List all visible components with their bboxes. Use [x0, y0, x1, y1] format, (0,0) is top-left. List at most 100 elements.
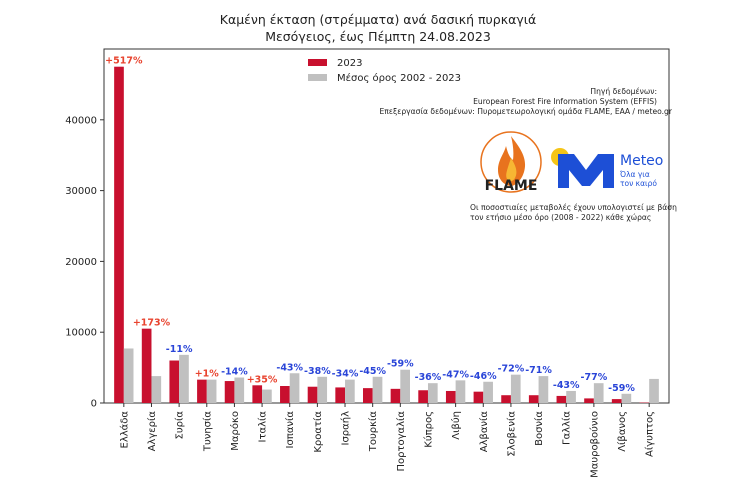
percent-change-label: -14% — [221, 367, 248, 378]
bar-2023 — [418, 390, 428, 403]
x-tick-label: Λιβύη — [450, 411, 462, 440]
percent-change-label: -72% — [498, 364, 525, 375]
percent-change-label: +1% — [195, 369, 220, 380]
bars-layer — [114, 66, 659, 403]
x-tick-label: Ελλάδα — [118, 411, 130, 449]
bar-average — [538, 376, 549, 403]
bar-2023 — [501, 395, 511, 403]
x-tick-label: Λίβανος — [616, 411, 628, 452]
bar-2023 — [307, 386, 318, 403]
bar-2023 — [197, 379, 207, 403]
percent-change-label: +173% — [133, 318, 171, 329]
x-tick-label: Βοσνία — [533, 411, 545, 446]
source-line: Πηγή δεδομένων: — [590, 87, 657, 96]
x-tick-label: Αίγυπτος — [644, 411, 656, 457]
meteo-m-icon — [558, 154, 614, 188]
bar-2023 — [528, 395, 539, 403]
flame-logo-text: FLAME — [485, 178, 538, 194]
chart-subtitle: Μεσόγειος, έως Πέμπτη 24.08.2023 — [265, 29, 491, 44]
legend-label-average: Μέσος όρος 2002 - 2023 — [337, 72, 461, 84]
percent-change-label: -11% — [166, 344, 193, 355]
x-tick-label: Σλοβενία — [505, 411, 517, 457]
percent-change-label: -34% — [332, 369, 359, 380]
bar-2023 — [611, 399, 622, 403]
note-line: τον ετήσιο μέσο όρο (2008 - 2022) κάθε χ… — [470, 213, 651, 222]
x-tick-label: Συρία — [174, 411, 186, 440]
y-tick-label: 10000 — [65, 328, 97, 339]
bar-average — [206, 379, 217, 403]
bar-2023 — [114, 66, 124, 403]
percent-change-label: -77% — [581, 372, 608, 383]
percent-change-label: -45% — [359, 366, 386, 377]
bar-2023 — [584, 398, 594, 403]
bar-average — [593, 383, 604, 403]
bar-2023 — [362, 388, 373, 403]
meteo-tagline-line: Όλα για — [619, 170, 650, 179]
x-tick-label: Μαρόκο — [229, 411, 241, 451]
bar-2023 — [335, 387, 346, 403]
y-tick-label: 40000 — [65, 115, 97, 126]
bar-2023 — [252, 385, 263, 403]
legend-label-2023: 2023 — [337, 58, 362, 69]
bar-average — [317, 376, 328, 403]
bar-average — [427, 383, 438, 403]
percent-change-label: +35% — [247, 374, 278, 385]
note-block: Οι ποσοστιαίες μεταβολές έχουν υπολογιστ… — [470, 203, 677, 222]
bar-2023 — [224, 381, 235, 403]
meteo-logo: Meteo Όλα για τον καιρό — [551, 148, 663, 188]
plot-frame — [103, 48, 670, 404]
percent-change-label: -59% — [387, 359, 414, 370]
bar-average — [621, 393, 632, 403]
legend: 2023 Μέσος όρος 2002 - 2023 — [308, 58, 461, 84]
x-tick-label: Κροατία — [312, 411, 324, 453]
bar-average — [483, 381, 493, 403]
bar-average — [151, 376, 162, 403]
bar-2023 — [390, 388, 401, 403]
percent-change-label: -38% — [304, 366, 331, 377]
percent-change-label: -46% — [470, 371, 497, 382]
bar-2023 — [445, 390, 456, 403]
bar-average — [372, 376, 383, 403]
y-tick-label: 30000 — [65, 186, 97, 197]
bar-average — [234, 377, 245, 403]
percent-change-label: -47% — [442, 369, 469, 380]
y-tick-label: 20000 — [65, 257, 97, 268]
bar-average — [262, 389, 272, 403]
percent-change-label: -59% — [608, 383, 635, 394]
source-block: Πηγή δεδομένων: European Forest Fire Inf… — [380, 87, 673, 116]
bar-average — [289, 373, 300, 403]
bar-average — [345, 379, 355, 403]
x-tick-label: Τυνησία — [201, 411, 213, 453]
bar-2023 — [280, 386, 290, 403]
note-line: Οι ποσοστιαίες μεταβολές έχουν υπολογιστ… — [470, 203, 677, 212]
percent-change-label: -71% — [525, 365, 552, 376]
source-line: Επεξεργασία δεδομένων: Πυρομετεωρολογική… — [380, 107, 673, 116]
bar-average — [510, 374, 521, 403]
x-tick-label: Αλγερία — [146, 411, 158, 452]
x-tick-label: Μαυροβούνιο — [588, 411, 600, 478]
bar-average — [123, 348, 134, 403]
legend-swatch-2023 — [308, 59, 327, 66]
source-line: European Forest Fire Information System … — [473, 97, 657, 106]
bar-average — [566, 390, 576, 403]
meteo-tagline-line: τον καιρό — [620, 179, 657, 188]
bar-2023 — [141, 328, 152, 403]
percent-change-label: -43% — [276, 362, 303, 373]
x-tick-label: Ισπανία — [284, 411, 296, 449]
x-tick-label: Ιταλία — [257, 411, 269, 443]
percent-change-label: +517% — [105, 56, 143, 67]
meteo-logo-text: Meteo — [620, 153, 663, 169]
flame-core-icon — [506, 158, 517, 182]
bar-average — [400, 369, 411, 403]
bar-average — [455, 380, 466, 403]
percent-labels-layer: +517%+173%-11%+1% -14%+35%-43% -38% -34% -45… — [105, 56, 635, 394]
x-tick-label: Γαλλία — [561, 411, 573, 445]
bar-2023 — [169, 360, 180, 403]
percent-change-label: -43% — [553, 380, 580, 391]
percent-change-label: -36% — [415, 372, 442, 383]
bar-average — [649, 378, 659, 403]
chart-title: Καμένη έκταση (στρέμματα) ανά δασική πυρ… — [220, 12, 536, 27]
x-tick-label: Αλβανία — [478, 411, 490, 453]
y-tick-label: 0 — [91, 399, 97, 410]
